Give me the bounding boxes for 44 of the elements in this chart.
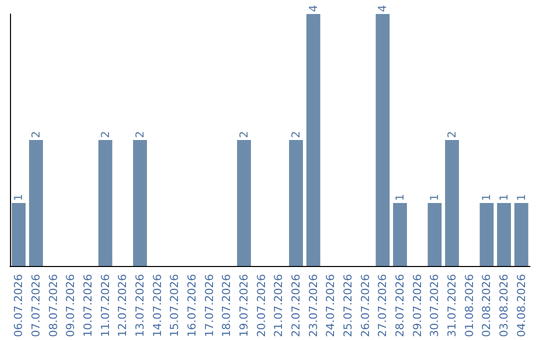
x-tick-label: 12.07.2026	[116, 274, 130, 338]
x-tick-label: 01.08.2026	[462, 274, 476, 338]
data-label: 2	[134, 131, 146, 138]
data-label: 2	[98, 131, 112, 138]
data-label: 1	[480, 194, 494, 202]
x-tick-label: 03.08.2026	[498, 274, 510, 338]
x-tick-label: 11.07.2026	[98, 274, 112, 338]
x-tick-label: 10.07.2026	[82, 274, 94, 338]
x-tick-label: 09.07.2026	[64, 274, 78, 338]
x-tick-label: 24.07.2026	[324, 274, 338, 338]
x-tick-label: 29.07.2026	[410, 274, 424, 338]
x-tick-label: 06.07.2026	[12, 274, 26, 338]
x-tick-label: 14.07.2026	[150, 274, 164, 338]
x-tick-label: 26.07.2026	[358, 274, 372, 338]
data-label: 2	[238, 131, 250, 138]
x-tick-label: 22.07.2026	[290, 274, 302, 338]
x-tick-label: 13.07.2026	[134, 274, 146, 338]
data-label: 1	[514, 194, 528, 202]
data-label: 1	[428, 194, 442, 202]
x-tick-label: 02.08.2026	[480, 274, 494, 338]
data-label: 1	[394, 194, 406, 202]
x-tick-label: 17.07.2026	[202, 274, 216, 338]
data-label: 1	[498, 194, 510, 202]
data-label: 2	[30, 131, 42, 138]
data-label: 4	[306, 5, 320, 12]
x-tick-label: 21.07.2026	[272, 274, 286, 338]
x-tick-label: 18.07.2026	[220, 274, 234, 338]
data-label: 2	[446, 131, 458, 138]
x-tick-label: 27.07.2026	[376, 274, 390, 338]
x-tick-label: 04.08.2026	[514, 274, 528, 338]
x-tick-label: 25.07.2026	[342, 274, 354, 338]
data-label: 2	[290, 131, 302, 138]
x-tick-label: 15.07.2026	[168, 274, 182, 338]
x-tick-label: 30.07.2026	[428, 274, 442, 338]
x-tick-label: 23.07.2026	[306, 274, 320, 338]
x-tick-label: 20.07.2026	[254, 274, 268, 338]
data-label: 1	[12, 194, 26, 202]
x-tick-label: 28.07.2026	[394, 274, 406, 338]
x-tick-label: 07.07.2026	[30, 274, 42, 338]
x-tick-label: 31.07.2026	[446, 274, 458, 338]
data-label: 4	[376, 5, 390, 12]
x-tick-label: 19.07.2026	[238, 274, 250, 338]
x-tick-label: 08.07.2026	[46, 274, 60, 338]
x-tick-label: 16.07.2026	[186, 274, 198, 338]
